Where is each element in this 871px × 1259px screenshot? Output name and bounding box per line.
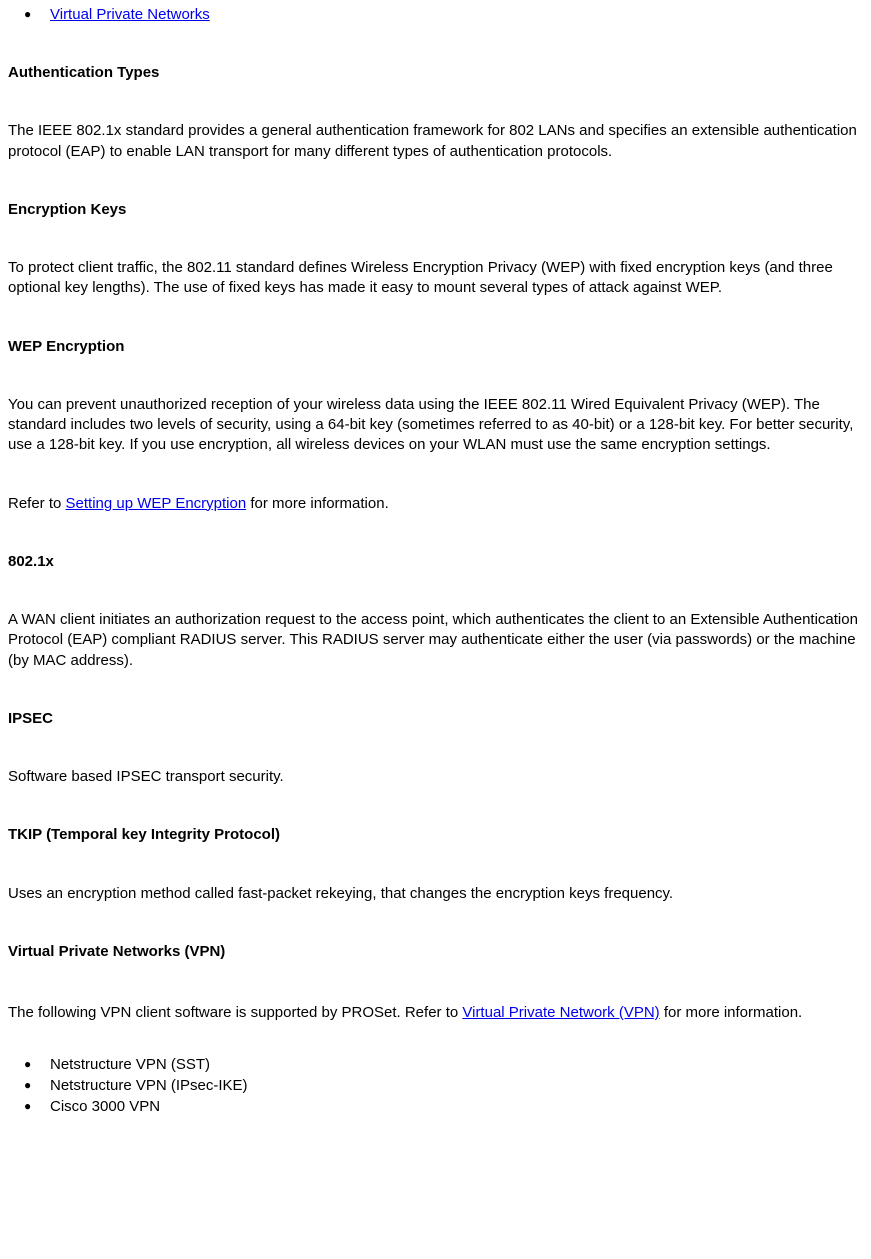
heading-tkip: TKIP (Temporal key Integrity Protocol) bbox=[8, 825, 863, 845]
heading-enc-keys: Encryption Keys bbox=[8, 200, 863, 220]
list-item: Netstructure VPN (IPsec-IKE) bbox=[50, 1075, 863, 1096]
text-pre: Refer to bbox=[8, 495, 66, 512]
heading-auth-types: Authentication Types bbox=[8, 63, 863, 83]
para-ipsec: Software based IPSEC transport security. bbox=[8, 767, 863, 787]
wep-setup-link[interactable]: Setting up WEP Encryption bbox=[66, 495, 247, 512]
para-wep-enc-2: Refer to Setting up WEP Encryption for m… bbox=[8, 494, 863, 514]
heading-vpn: Virtual Private Networks (VPN) bbox=[8, 942, 863, 962]
para-tkip: Uses an encryption method called fast-pa… bbox=[8, 884, 863, 904]
top-bullet-list: Virtual Private Networks bbox=[8, 4, 863, 25]
list-item: Cisco 3000 VPN bbox=[50, 1096, 863, 1117]
heading-wep-enc: WEP Encryption bbox=[8, 337, 863, 357]
para-auth-types: The IEEE 802.1x standard provides a gene… bbox=[8, 121, 863, 162]
heading-8021x: 802.1x bbox=[8, 552, 863, 572]
text-post: for more information. bbox=[246, 495, 389, 512]
para-enc-keys: To protect client traffic, the 802.11 st… bbox=[8, 258, 863, 299]
text-post: for more information. bbox=[660, 1004, 803, 1021]
vpn-client-list: Netstructure VPN (SST) Netstructure VPN … bbox=[8, 1054, 863, 1117]
para-8021x: A WAN client initiates an authorization … bbox=[8, 610, 863, 671]
list-item: Virtual Private Networks bbox=[50, 4, 863, 25]
vpn-link[interactable]: Virtual Private Networks bbox=[50, 6, 210, 23]
para-wep-enc-1: You can prevent unauthorized reception o… bbox=[8, 395, 863, 456]
para-vpn: The following VPN client software is sup… bbox=[8, 1000, 863, 1026]
heading-ipsec: IPSEC bbox=[8, 709, 863, 729]
text-pre: The following VPN client software is sup… bbox=[8, 1004, 462, 1021]
list-item: Netstructure VPN (SST) bbox=[50, 1054, 863, 1075]
vpn-detail-link[interactable]: Virtual Private Network (VPN) bbox=[462, 1004, 659, 1021]
